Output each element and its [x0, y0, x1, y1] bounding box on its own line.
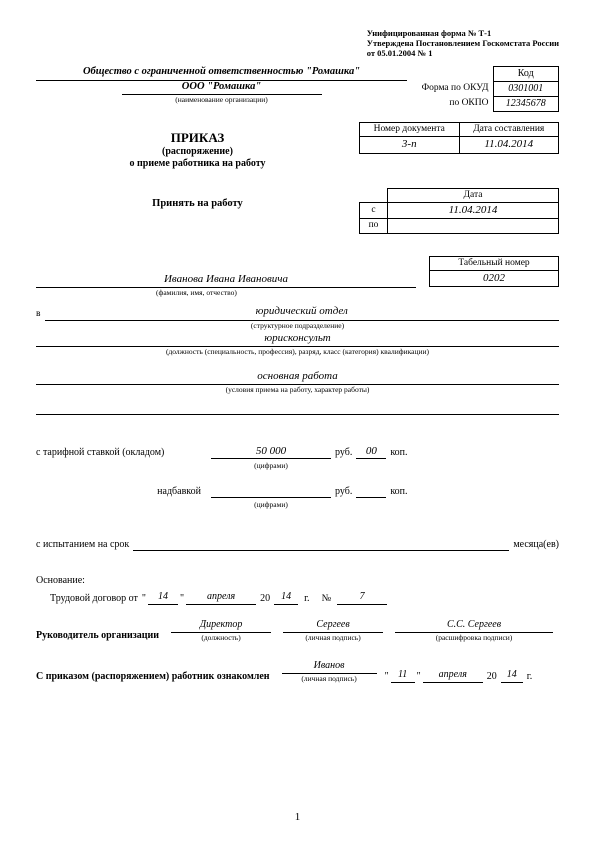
tabel-header: Табельный номер — [430, 256, 559, 270]
department-caption: (структурное подразделение) — [36, 321, 559, 330]
page-number: 1 — [0, 811, 595, 824]
docnum-num: 3-п — [360, 137, 460, 153]
contract-year-prefix: 20 — [256, 593, 274, 605]
accept-po-label: по — [360, 219, 388, 233]
ack-signature: Иванов — [282, 660, 377, 674]
docnum-date: 11.04.2014 — [459, 137, 559, 153]
title-prikaz: ПРИКАЗ — [36, 130, 359, 146]
form-header-line1: Унифицированная форма № Т-1 — [367, 28, 559, 38]
form-header: Унифицированная форма № Т-1 Утверждена П… — [367, 28, 559, 59]
allowance-amount — [211, 484, 331, 498]
accept-s-label: с — [360, 202, 388, 218]
manager-decipher: С.С. Сергеев — [395, 619, 553, 633]
accept-date-table: Дата с 11.04.2014 по — [359, 188, 559, 234]
tabel-value: 0202 — [430, 270, 559, 286]
worktype-caption: (условия приема на работу, характер рабо… — [36, 385, 559, 394]
salary-rub: руб. — [331, 447, 356, 459]
salary-label: с тарифной ставкой (окладом) — [36, 447, 211, 459]
docnum-table: Номер документа Дата составления 3-п 11.… — [359, 122, 559, 154]
allowance-rub: руб. — [331, 486, 356, 498]
salary-caption: (цифрами) — [211, 461, 331, 470]
form-header-line2: Утверждена Постановлением Госкомстата Ро… — [367, 38, 559, 48]
position-caption: (должность (специальность, профессия), р… — [36, 347, 559, 356]
manager-position-caption: (должность) — [171, 633, 271, 642]
contract-num: 7 — [337, 591, 387, 605]
manager-signature-caption: (личная подпись) — [283, 633, 383, 642]
salary-kop-value: 00 — [356, 445, 386, 459]
ack-year: 14 — [501, 669, 523, 683]
ack-signature-caption: (личная подпись) — [282, 674, 377, 683]
probation-block: с испытанием на срок месяца(ев) — [36, 537, 559, 551]
allowance-kop: коп. — [386, 486, 411, 498]
ack-g: г. — [523, 671, 536, 683]
allowance-kop-value — [356, 484, 386, 498]
accept-po-value — [388, 219, 559, 233]
org-sub: ООО "Ромашка" — [122, 81, 322, 96]
title-rasp: (распоряжение) — [36, 146, 359, 158]
org-codes-row: Общество с ограниченной ответственностью… — [36, 66, 559, 112]
ack-block: С приказом (распоряжением) работник озна… — [36, 660, 559, 683]
title-block: ПРИКАЗ (распоряжение) о приеме работника… — [36, 122, 559, 170]
accept-label: Принять на работу — [36, 188, 359, 211]
okud-value: 0301001 — [493, 82, 559, 97]
accept-s-value: 11.04.2014 — [388, 202, 559, 218]
worktype-block: основная работа (условия приема на работ… — [36, 370, 559, 415]
docnum-col2: Дата составления — [459, 123, 559, 137]
manager-block: Руководитель организации Директор (должн… — [36, 619, 559, 642]
codes-block: Код Форма по ОКУД 0301001 по ОКПО 123456… — [417, 66, 559, 112]
contract-day: 14 — [148, 591, 178, 605]
okpo-value: 12345678 — [493, 97, 559, 112]
salary-kop: коп. — [386, 447, 411, 459]
basis-title: Основание: — [36, 575, 559, 587]
allowance-label: надбавкой — [36, 486, 211, 498]
allowance-caption: (цифрами) — [211, 500, 331, 509]
page: Унифицированная форма № Т-1 Утверждена П… — [0, 0, 595, 842]
okud-label: Форма по ОКУД — [417, 82, 493, 97]
salary-amount: 50 000 — [211, 445, 331, 459]
position-block: юрисконсульт (должность (специальность, … — [36, 332, 559, 356]
org-block: Общество с ограниченной ответственностью… — [36, 66, 407, 104]
salary-block: с тарифной ставкой (окладом) 50 000 руб.… — [36, 445, 559, 509]
worktype-value: основная работа — [36, 370, 559, 385]
org-caption: (наименование организации) — [122, 95, 322, 104]
department-prefix: в — [36, 309, 45, 320]
ack-day: 11 — [391, 669, 415, 683]
department-value: юридический отдел — [45, 305, 560, 320]
contract-g: г. — [298, 593, 315, 605]
form-header-line3: от 05.01.2004 № 1 — [367, 48, 559, 58]
org-main: Общество с ограниченной ответственностью… — [36, 66, 407, 81]
manager-position: Директор — [171, 619, 271, 633]
manager-decipher-caption: (расшифровка подписи) — [395, 633, 553, 642]
contract-label: Трудовой договор от — [36, 593, 140, 605]
probation-label: с испытанием на срок — [36, 539, 129, 551]
probation-value — [133, 537, 509, 551]
position-value: юрисконсульт — [36, 332, 559, 347]
contract-month: апреля — [186, 591, 256, 605]
department-block: в юридический отдел (структурное подразд… — [36, 305, 559, 329]
ack-year-prefix: 20 — [483, 671, 501, 683]
code-header: Код — [493, 67, 559, 82]
probation-unit: месяца(ев) — [513, 539, 559, 551]
employee-fio-caption: (фамилия, имя, отчество) — [36, 288, 559, 297]
basis-block: Основание: Трудовой договор от " 14 " ап… — [36, 575, 559, 605]
okpo-label: по ОКПО — [417, 97, 493, 112]
accept-block: Принять на работу Дата с 11.04.2014 по — [36, 188, 559, 234]
title-about: о приеме работника на работу — [36, 158, 359, 170]
ack-month: апреля — [423, 669, 483, 683]
contract-year: 14 — [274, 591, 298, 605]
worktype-blank — [36, 400, 559, 415]
docnum-col1: Номер документа — [360, 123, 460, 137]
manager-label: Руководитель организации — [36, 630, 165, 642]
employee-fio: Иванова Ивана Ивановича — [36, 273, 416, 288]
contract-num-label: № — [316, 593, 338, 605]
ack-label: С приказом (распоряжением) работник озна… — [36, 671, 276, 683]
accept-date-header: Дата — [388, 188, 559, 202]
manager-signature: Сергеев — [283, 619, 383, 633]
